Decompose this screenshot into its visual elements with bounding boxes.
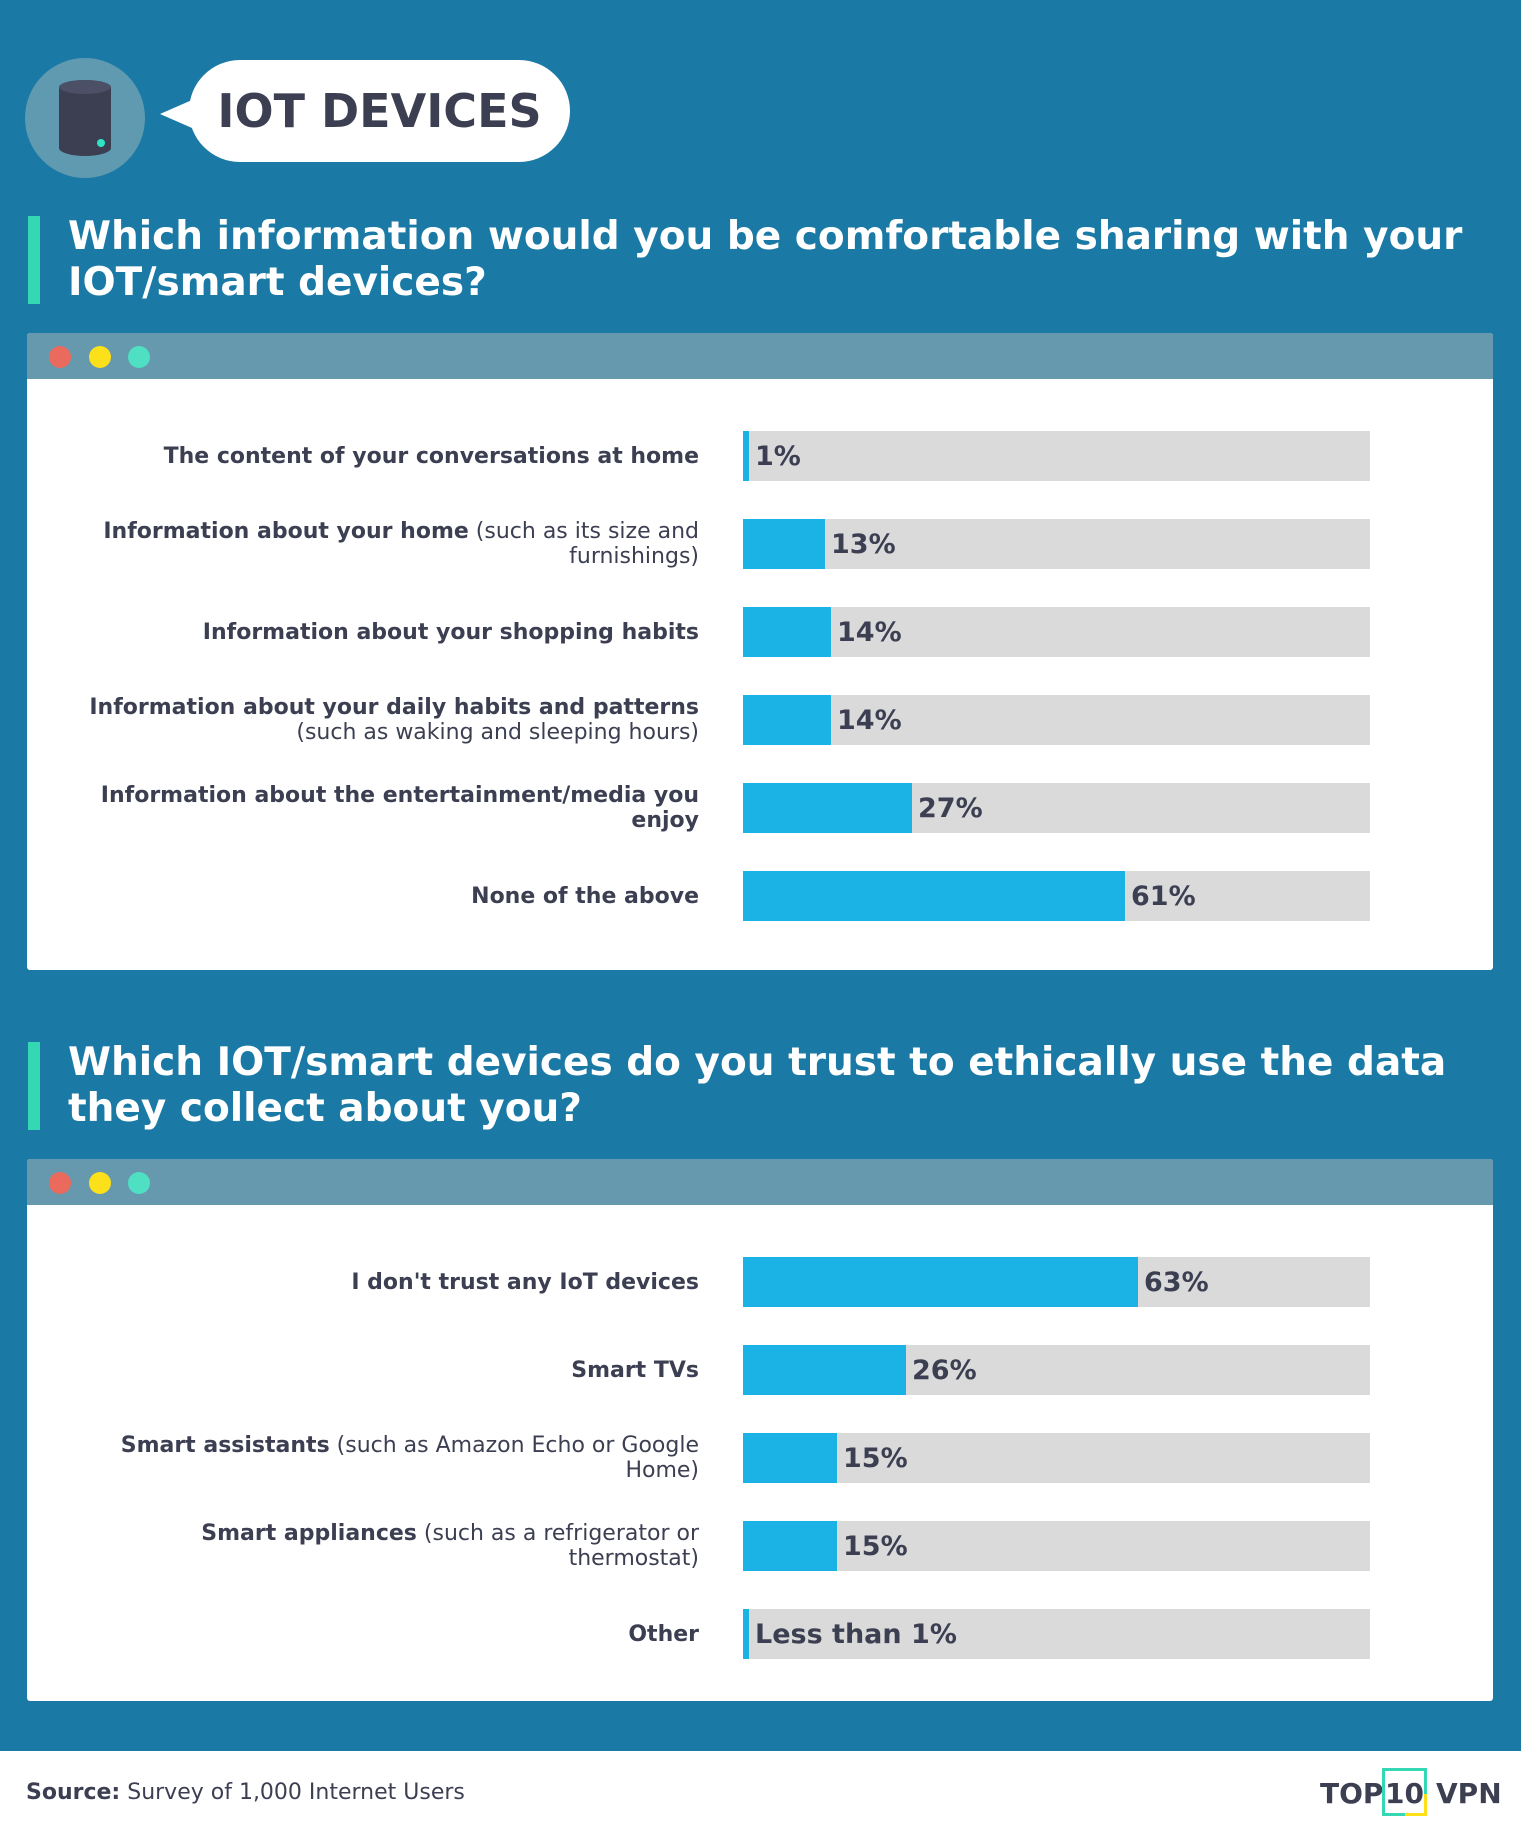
bar-label-note: (such as Amazon Echo or Google Home) xyxy=(329,1433,699,1483)
chart-2-title: Which IOT/smart devices do you trust to … xyxy=(68,1040,1447,1131)
bar-label: None of the above xyxy=(79,884,699,909)
source-note: Source: Survey of 1,000 Internet Users xyxy=(26,1780,465,1805)
bar-row: Information about your shopping habits 14… xyxy=(27,607,1493,657)
minimize-dot-icon xyxy=(89,346,111,368)
bar xyxy=(743,519,825,569)
window-titlebar xyxy=(27,333,1493,379)
bar-value-label: 15% xyxy=(843,1531,908,1562)
bar-label-bold: Other xyxy=(628,1622,699,1647)
chart-1-panel: The content of your conversations at hom… xyxy=(27,333,1493,970)
bar xyxy=(743,783,912,833)
bar-track: Less than 1% xyxy=(743,1609,1370,1659)
bar-label-note: (such as its size and furnishings) xyxy=(468,519,699,569)
bar-row: Information about the entertainment/medi… xyxy=(27,783,1493,833)
bar xyxy=(743,607,831,657)
bar-row: Other Less than 1% xyxy=(27,1609,1493,1659)
bar-label: Information about the entertainment/medi… xyxy=(79,783,699,833)
bar-track: 14% xyxy=(743,607,1370,657)
window-titlebar xyxy=(27,1159,1493,1205)
bar-label-bold: Information about your home xyxy=(103,519,469,544)
bar-value-label: 63% xyxy=(1144,1267,1209,1298)
bar-value-label: 13% xyxy=(831,529,896,560)
bar-row: Information about your daily habits and … xyxy=(27,695,1493,745)
bar-label: Smart TVs xyxy=(79,1358,699,1383)
bar-label: Other xyxy=(79,1622,699,1647)
bar-label-bold: None of the above xyxy=(471,884,699,909)
bar-value-label: 14% xyxy=(837,705,902,736)
bar-value-label: 61% xyxy=(1131,881,1196,912)
bar-value-label: 26% xyxy=(912,1355,977,1386)
bar xyxy=(743,1609,749,1659)
bar-track: 27% xyxy=(743,783,1370,833)
bar-label-bold: The content of your conversations at hom… xyxy=(163,444,699,469)
bar xyxy=(743,1521,837,1571)
question-accent-bar xyxy=(28,216,40,304)
speaker-light xyxy=(97,139,105,147)
bar-row: None of the above 61% xyxy=(27,871,1493,921)
bar-label: Smart appliances (such as a refrigerator… xyxy=(79,1521,699,1571)
chart-1-title: Which information would you be comfortab… xyxy=(68,214,1463,305)
bar-label: The content of your conversations at hom… xyxy=(79,444,699,469)
chart-2-panel: I don't trust any IoT devices 63% Smart TV… xyxy=(27,1159,1493,1701)
bar-track: 1% xyxy=(743,431,1370,481)
bar-row: I don't trust any IoT devices 63% xyxy=(27,1257,1493,1307)
bar-label: Information about your shopping habits xyxy=(79,620,699,645)
speech-bubble-tail xyxy=(160,100,192,128)
bar-label-bold: Smart TVs xyxy=(571,1358,699,1383)
bar-row: Information about your home (such as its… xyxy=(27,519,1493,569)
top10vpn-logo: TOP 10 VPN xyxy=(1320,1766,1502,1820)
bar-label-bold: Smart assistants xyxy=(120,1433,330,1458)
bar-label: Smart assistants (such as Amazon Echo or… xyxy=(79,1433,699,1483)
bar-track: 63% xyxy=(743,1257,1370,1307)
bar-track: 15% xyxy=(743,1433,1370,1483)
maximize-dot-icon xyxy=(128,1172,150,1194)
bar-label-bold: Information about the entertainment/medi… xyxy=(100,783,699,833)
bar xyxy=(743,1257,1138,1307)
minimize-dot-icon xyxy=(89,1172,111,1194)
bar-value-label: 1% xyxy=(755,441,801,472)
maximize-dot-icon xyxy=(128,346,150,368)
bar-label-bold: I don't trust any IoT devices xyxy=(351,1270,699,1295)
close-dot-icon xyxy=(49,346,71,368)
bar-track: 14% xyxy=(743,695,1370,745)
bar-row: Smart assistants (such as Amazon Echo or… xyxy=(27,1433,1493,1483)
question-accent-bar xyxy=(28,1042,40,1130)
bar-label-note: (such as waking and sleeping hours) xyxy=(296,720,699,745)
close-dot-icon xyxy=(49,1172,71,1194)
speech-bubble: IOT DEVICES xyxy=(189,60,570,162)
speaker-body xyxy=(59,80,111,156)
bar-value-label: 15% xyxy=(843,1443,908,1474)
bar-value-label: 27% xyxy=(918,793,983,824)
bar-track: 13% xyxy=(743,519,1370,569)
bar xyxy=(743,1345,906,1395)
bar-label: I don't trust any IoT devices xyxy=(79,1270,699,1295)
source-text: Survey of 1,000 Internet Users xyxy=(120,1780,465,1805)
bar xyxy=(743,1433,837,1483)
smart-speaker-icon xyxy=(25,58,145,178)
bar xyxy=(743,695,831,745)
bar xyxy=(743,871,1125,921)
bar-label-bold: Information about your shopping habits xyxy=(202,620,699,645)
bar-row: Smart TVs 26% xyxy=(27,1345,1493,1395)
bar-track: 15% xyxy=(743,1521,1370,1571)
page-title: IOT DEVICES xyxy=(217,84,542,138)
bar xyxy=(743,431,749,481)
bar-track: 26% xyxy=(743,1345,1370,1395)
bar-label: Information about your daily habits and … xyxy=(79,695,699,745)
bar-label-note: (such as a refrigerator or thermostat) xyxy=(416,1521,699,1571)
bar-value-label: Less than 1% xyxy=(755,1619,957,1650)
bar-value-label: 14% xyxy=(837,617,902,648)
bar-label-bold: Smart appliances xyxy=(201,1521,417,1546)
question-1: Which information would you be comfortab… xyxy=(28,214,1498,306)
source-label: Source: xyxy=(26,1780,121,1805)
bar-label-bold: Information about your daily habits and … xyxy=(89,695,699,720)
bar-track: 61% xyxy=(743,871,1370,921)
bar-row: Smart appliances (such as a refrigerator… xyxy=(27,1521,1493,1571)
bar-label: Information about your home (such as its… xyxy=(79,519,699,569)
question-2: Which IOT/smart devices do you trust to … xyxy=(28,1040,1498,1132)
bar-row: The content of your conversations at hom… xyxy=(27,431,1493,481)
